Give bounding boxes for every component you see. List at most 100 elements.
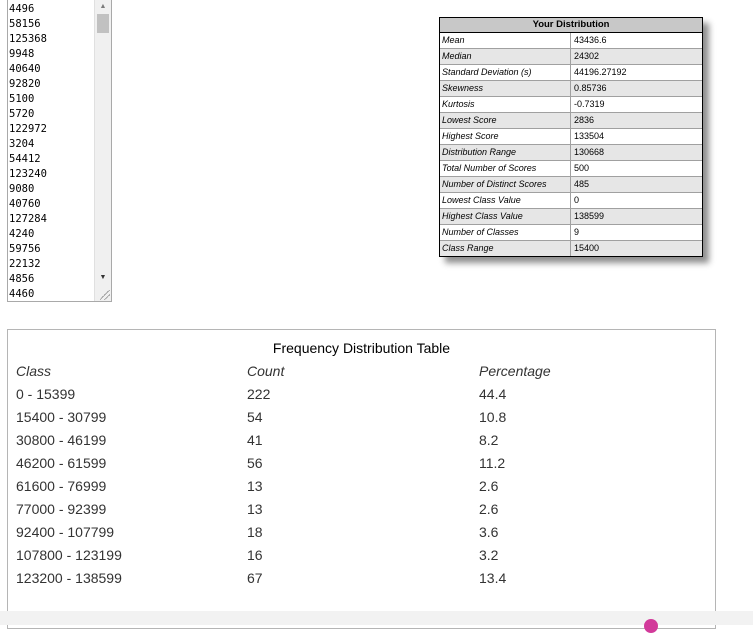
percentage-cell: 44.4 bbox=[479, 386, 507, 402]
class-cell: 0 - 15399 bbox=[16, 386, 76, 402]
stat-value: 43436.6 bbox=[574, 35, 607, 45]
stat-label: Distribution Range bbox=[440, 145, 571, 160]
stat-row: Number of Classes 9 bbox=[440, 225, 702, 241]
count-cell: 13 bbox=[247, 478, 263, 494]
stat-row: Total Number of Scores 500 bbox=[440, 161, 702, 177]
stat-row: Skewness 0.85736 bbox=[440, 81, 702, 97]
stat-value: 24302 bbox=[574, 51, 600, 61]
data-line: 123240 bbox=[9, 168, 47, 180]
data-line: 127284 bbox=[9, 213, 47, 225]
stat-value: 138599 bbox=[574, 211, 605, 221]
data-line: 9948 bbox=[9, 48, 35, 60]
stat-row: Lowest Class Value 0 bbox=[440, 193, 702, 209]
data-line: 5720 bbox=[9, 108, 35, 120]
count-cell: 13 bbox=[247, 501, 263, 517]
stat-value: 0.85736 bbox=[574, 83, 607, 93]
data-line: 5100 bbox=[9, 93, 35, 105]
table-row: 107800 - 123199 16 3.2 bbox=[8, 547, 715, 570]
count-cell: 16 bbox=[247, 547, 263, 563]
stat-label: Median bbox=[440, 49, 571, 64]
stat-value: 500 bbox=[574, 163, 590, 173]
data-line: 9080 bbox=[9, 183, 35, 195]
percentage-cell: 13.4 bbox=[479, 570, 507, 586]
stat-label: Highest Class Value bbox=[440, 209, 571, 224]
table-row: 46200 - 61599 56 11.2 bbox=[8, 455, 715, 478]
count-cell: 54 bbox=[247, 409, 263, 425]
stat-label: Mean bbox=[440, 33, 571, 48]
class-cell: 123200 - 138599 bbox=[16, 570, 122, 586]
frequency-table-title: Frequency Distribution Table bbox=[272, 340, 451, 356]
data-line: 4460 bbox=[9, 288, 35, 300]
stat-label: Skewness bbox=[440, 81, 571, 96]
class-cell: 46200 - 61599 bbox=[16, 455, 107, 471]
stat-label: Kurtosis bbox=[440, 97, 571, 112]
resize-grip-icon[interactable] bbox=[100, 290, 110, 300]
header-count: Count bbox=[247, 363, 285, 379]
bottom-bar bbox=[0, 611, 753, 625]
percentage-cell: 11.2 bbox=[479, 455, 506, 471]
stat-value: -0.7319 bbox=[574, 99, 605, 109]
table-row: 77000 - 92399 13 2.6 bbox=[8, 501, 715, 524]
scroll-thumb[interactable] bbox=[97, 14, 109, 33]
data-line: 59756 bbox=[9, 243, 41, 255]
stat-row: Lowest Score 2836 bbox=[440, 113, 702, 129]
data-line: 4240 bbox=[9, 228, 35, 240]
distribution-title: Your Distribution bbox=[440, 18, 702, 33]
table-row: 92400 - 107799 18 3.6 bbox=[8, 524, 715, 547]
count-cell: 41 bbox=[247, 432, 263, 448]
data-textarea[interactable]: 4496 58156 125368 9948 40640 92820 5100 … bbox=[7, 0, 112, 302]
stat-label: Highest Score bbox=[440, 129, 571, 144]
class-cell: 107800 - 123199 bbox=[16, 547, 122, 563]
stat-label: Number of Distinct Scores bbox=[440, 177, 571, 192]
table-row: 30800 - 46199 41 8.2 bbox=[8, 432, 715, 455]
count-cell: 56 bbox=[247, 455, 263, 471]
scroll-down-arrow-icon[interactable]: ▼ bbox=[99, 274, 107, 281]
table-row: 15400 - 30799 54 10.8 bbox=[8, 409, 715, 432]
percentage-cell: 2.6 bbox=[479, 478, 499, 494]
data-line: 4856 bbox=[9, 273, 35, 285]
textarea-scrollbar[interactable]: ▲ ▼ bbox=[94, 0, 111, 301]
stat-row: Kurtosis -0.7319 bbox=[440, 97, 702, 113]
percentage-cell: 3.2 bbox=[479, 547, 499, 563]
class-cell: 15400 - 30799 bbox=[16, 409, 107, 425]
class-cell: 61600 - 76999 bbox=[16, 478, 107, 494]
stat-label: Lowest Score bbox=[440, 113, 571, 128]
header-percentage: Percentage bbox=[479, 363, 551, 379]
data-line: 4496 bbox=[9, 3, 35, 15]
scroll-up-arrow-icon[interactable]: ▲ bbox=[99, 3, 107, 10]
percentage-cell: 8.2 bbox=[479, 432, 499, 448]
data-line: 40640 bbox=[9, 63, 41, 75]
data-lines: 4496 58156 125368 9948 40640 92820 5100 … bbox=[9, 2, 97, 301]
stat-label: Number of Classes bbox=[440, 225, 571, 240]
count-cell: 222 bbox=[247, 386, 271, 402]
table-row: 123200 - 138599 67 13.4 bbox=[8, 570, 715, 593]
stat-label: Total Number of Scores bbox=[440, 161, 571, 176]
class-cell: 30800 - 46199 bbox=[16, 432, 107, 448]
class-cell: 77000 - 92399 bbox=[16, 501, 107, 517]
data-line: 40760 bbox=[9, 198, 41, 210]
table-row: 0 - 15399 222 44.4 bbox=[8, 386, 715, 409]
stat-row: Distribution Range 130668 bbox=[440, 145, 702, 161]
distribution-stats-table: Your Distribution Mean 43436.6 Median 2430… bbox=[439, 17, 703, 257]
stat-value: 9 bbox=[574, 227, 580, 237]
data-line: 3204 bbox=[9, 138, 35, 150]
stat-label: Class Range bbox=[440, 241, 571, 256]
stat-value: 0 bbox=[574, 195, 580, 205]
data-line: 54412 bbox=[9, 153, 41, 165]
stat-value: 2836 bbox=[574, 115, 595, 125]
data-line: 22132 bbox=[9, 258, 41, 270]
class-cell: 92400 - 107799 bbox=[16, 524, 115, 540]
header-class: Class bbox=[16, 363, 52, 379]
stat-value: 485 bbox=[574, 179, 590, 189]
table-row: 61600 - 76999 13 2.6 bbox=[8, 478, 715, 501]
badge-icon[interactable] bbox=[644, 619, 658, 633]
percentage-cell: 2.6 bbox=[479, 501, 499, 517]
stat-label: Lowest Class Value bbox=[440, 193, 571, 208]
stat-value: 130668 bbox=[574, 147, 605, 157]
stat-label: Standard Deviation (s) bbox=[440, 65, 571, 80]
stat-value: 44196.27192 bbox=[574, 67, 627, 77]
stat-value: 133504 bbox=[574, 131, 605, 141]
percentage-cell: 3.6 bbox=[479, 524, 499, 540]
stat-row: Class Range 15400 bbox=[440, 241, 702, 256]
stat-row: Number of Distinct Scores 485 bbox=[440, 177, 702, 193]
